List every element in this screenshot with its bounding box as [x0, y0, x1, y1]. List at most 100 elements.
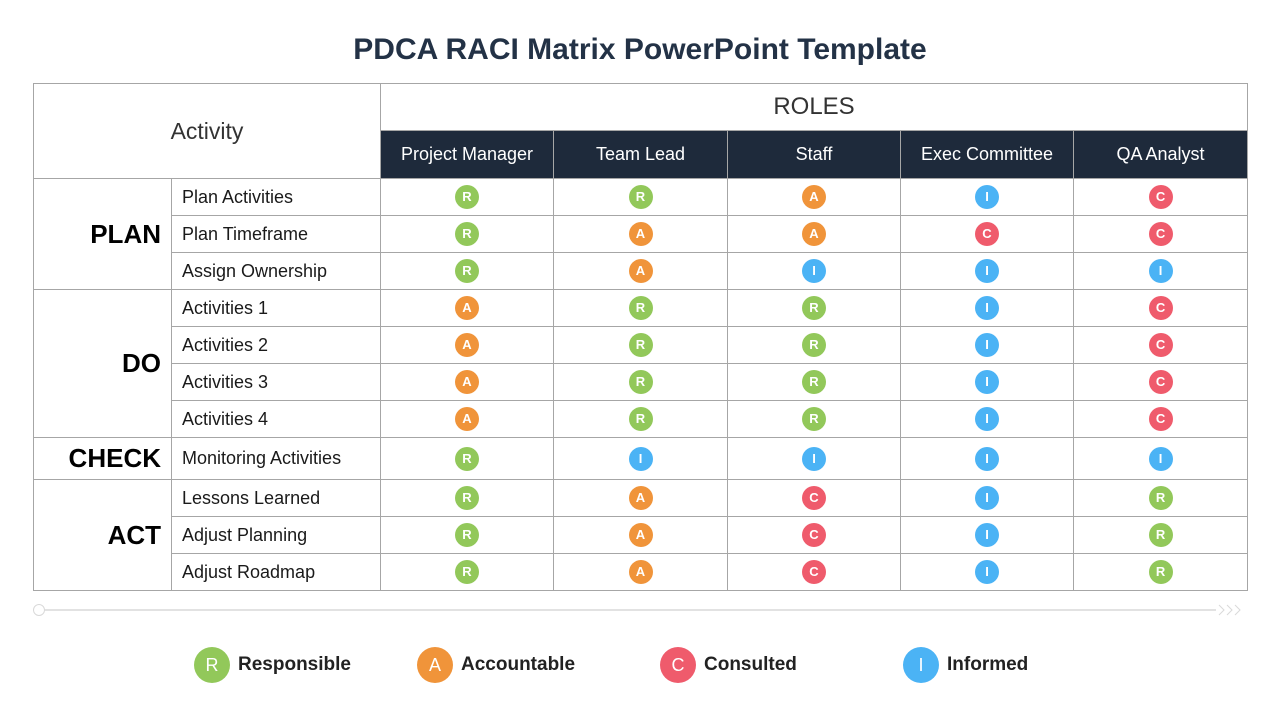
activity-name: Plan Activities — [171, 178, 381, 216]
roles-header: ROLES — [379, 83, 1249, 131]
raci-cell: R — [553, 326, 728, 364]
raci-badge-A: A — [455, 296, 479, 320]
table-row: Activities 4 A R R I C — [34, 400, 1249, 438]
raci-badge-A: A — [455, 407, 479, 431]
raci-cell: A — [553, 252, 728, 290]
raci-badge-I: I — [975, 407, 999, 431]
raci-badge-R: R — [455, 446, 479, 471]
raci-cell: R — [1072, 479, 1249, 517]
raci-cell: R — [553, 178, 728, 216]
raci-cell: C — [1072, 400, 1249, 438]
activity-name: Activities 1 — [171, 289, 381, 327]
raci-cell: R — [1072, 516, 1249, 554]
raci-cell: A — [553, 479, 728, 517]
raci-badge-I: I — [975, 523, 999, 547]
activity-name: Activities 3 — [171, 363, 381, 401]
raci-cell: A — [727, 178, 901, 216]
activity-name: Activities 4 — [171, 400, 381, 438]
raci-cell: I — [900, 516, 1074, 554]
raci-cell: A — [553, 553, 728, 591]
activity-name: Adjust Roadmap — [171, 553, 381, 591]
role-header: Exec Committee — [900, 130, 1074, 179]
activity-name: Lessons Learned — [171, 479, 381, 517]
raci-badge-I: I — [975, 185, 999, 209]
phase-label: CHECK — [33, 437, 172, 480]
raci-cell: R — [727, 289, 901, 327]
raci-cell: A — [380, 363, 554, 401]
raci-badge-I: I — [975, 333, 999, 357]
raci-cell: R — [1072, 553, 1249, 591]
raci-cell: C — [1072, 363, 1249, 401]
page-title: PDCA RACI Matrix PowerPoint Template — [353, 33, 927, 66]
raci-badge-C: C — [1148, 222, 1173, 246]
raci-cell: C — [900, 215, 1074, 253]
raci-badge-R: R — [802, 333, 826, 357]
table-row: PLAN Plan Activities R R A I C — [33, 178, 1249, 290]
raci-badge-I: I — [975, 259, 999, 283]
raci-cell: C — [727, 479, 901, 517]
activity-name: Adjust Planning — [171, 516, 381, 554]
raci-badge-A: A — [802, 222, 826, 246]
raci-badge-A: A — [455, 333, 479, 357]
raci-cell: R — [380, 437, 554, 480]
raci-cell: C — [727, 516, 901, 554]
legend-label: Responsible — [238, 654, 351, 675]
legend-badge: C — [660, 647, 696, 683]
raci-badge-R: R — [455, 523, 479, 547]
raci-badge-R: R — [1148, 560, 1173, 584]
raci-cell: I — [900, 437, 1074, 480]
raci-badge-C: C — [1148, 296, 1173, 320]
raci-cell: I — [553, 437, 728, 480]
raci-badge-I: I — [802, 259, 826, 283]
raci-cell: C — [1072, 178, 1249, 216]
raci-badge-I: I — [975, 486, 999, 510]
raci-badge-I: I — [975, 446, 999, 471]
raci-badge-R: R — [628, 407, 653, 431]
legend-label: Accountable — [461, 654, 576, 675]
raci-badge-C: C — [1148, 185, 1173, 209]
raci-badge-C: C — [1148, 333, 1173, 357]
raci-badge-A: A — [628, 523, 653, 547]
table-row: Adjust Planning R A C I R — [34, 516, 1249, 554]
raci-cell: A — [380, 326, 554, 364]
raci-badge-A: A — [802, 185, 826, 209]
raci-badge-C: C — [1148, 407, 1173, 431]
table-row: ACT Lessons Learned R A C I R — [33, 479, 1249, 591]
legend-badge: R — [194, 647, 230, 683]
raci-cell: A — [380, 400, 554, 438]
activity-name: Plan Timeframe — [171, 215, 381, 253]
raci-badge-A: A — [628, 560, 653, 584]
raci-cell: C — [727, 553, 901, 591]
raci-cell: I — [1072, 252, 1249, 290]
activity-name: Monitoring Activities — [171, 437, 381, 480]
raci-cell: I — [900, 326, 1074, 364]
table-row: Assign Ownership R A I I I — [34, 252, 1249, 290]
raci-cell: R — [553, 400, 728, 438]
legend-item: R Responsible — [194, 647, 351, 683]
raci-badge-R: R — [628, 296, 653, 320]
legend-badge: I — [903, 647, 939, 683]
legend-label: Consulted — [704, 654, 797, 675]
raci-cell: R — [553, 289, 728, 327]
raci-badge-C: C — [802, 560, 826, 584]
raci-badge-C: C — [802, 486, 826, 510]
raci-cell: C — [1072, 326, 1249, 364]
raci-badge-R: R — [455, 222, 479, 246]
raci-badge-I: I — [1148, 259, 1173, 283]
raci-cell: R — [727, 326, 901, 364]
legend-label: Informed — [947, 654, 1029, 675]
raci-cell: R — [727, 400, 901, 438]
raci-cell: A — [553, 516, 728, 554]
raci-badge-A: A — [628, 222, 653, 246]
raci-badge-R: R — [1148, 523, 1173, 547]
raci-badge-I: I — [802, 446, 826, 471]
raci-cell: I — [900, 363, 1074, 401]
legend-item: A Accountable — [417, 647, 575, 683]
raci-badge-I: I — [628, 446, 653, 471]
raci-cell: C — [1072, 215, 1249, 253]
legend: R Responsible A Accountable C Consulted I Infor… — [0, 647, 1280, 683]
activity-name: Assign Ownership — [171, 252, 381, 290]
phase-label: PLAN — [33, 178, 172, 290]
phase-label: ACT — [33, 479, 172, 591]
table-row: Adjust Roadmap R A C I R — [34, 553, 1249, 591]
